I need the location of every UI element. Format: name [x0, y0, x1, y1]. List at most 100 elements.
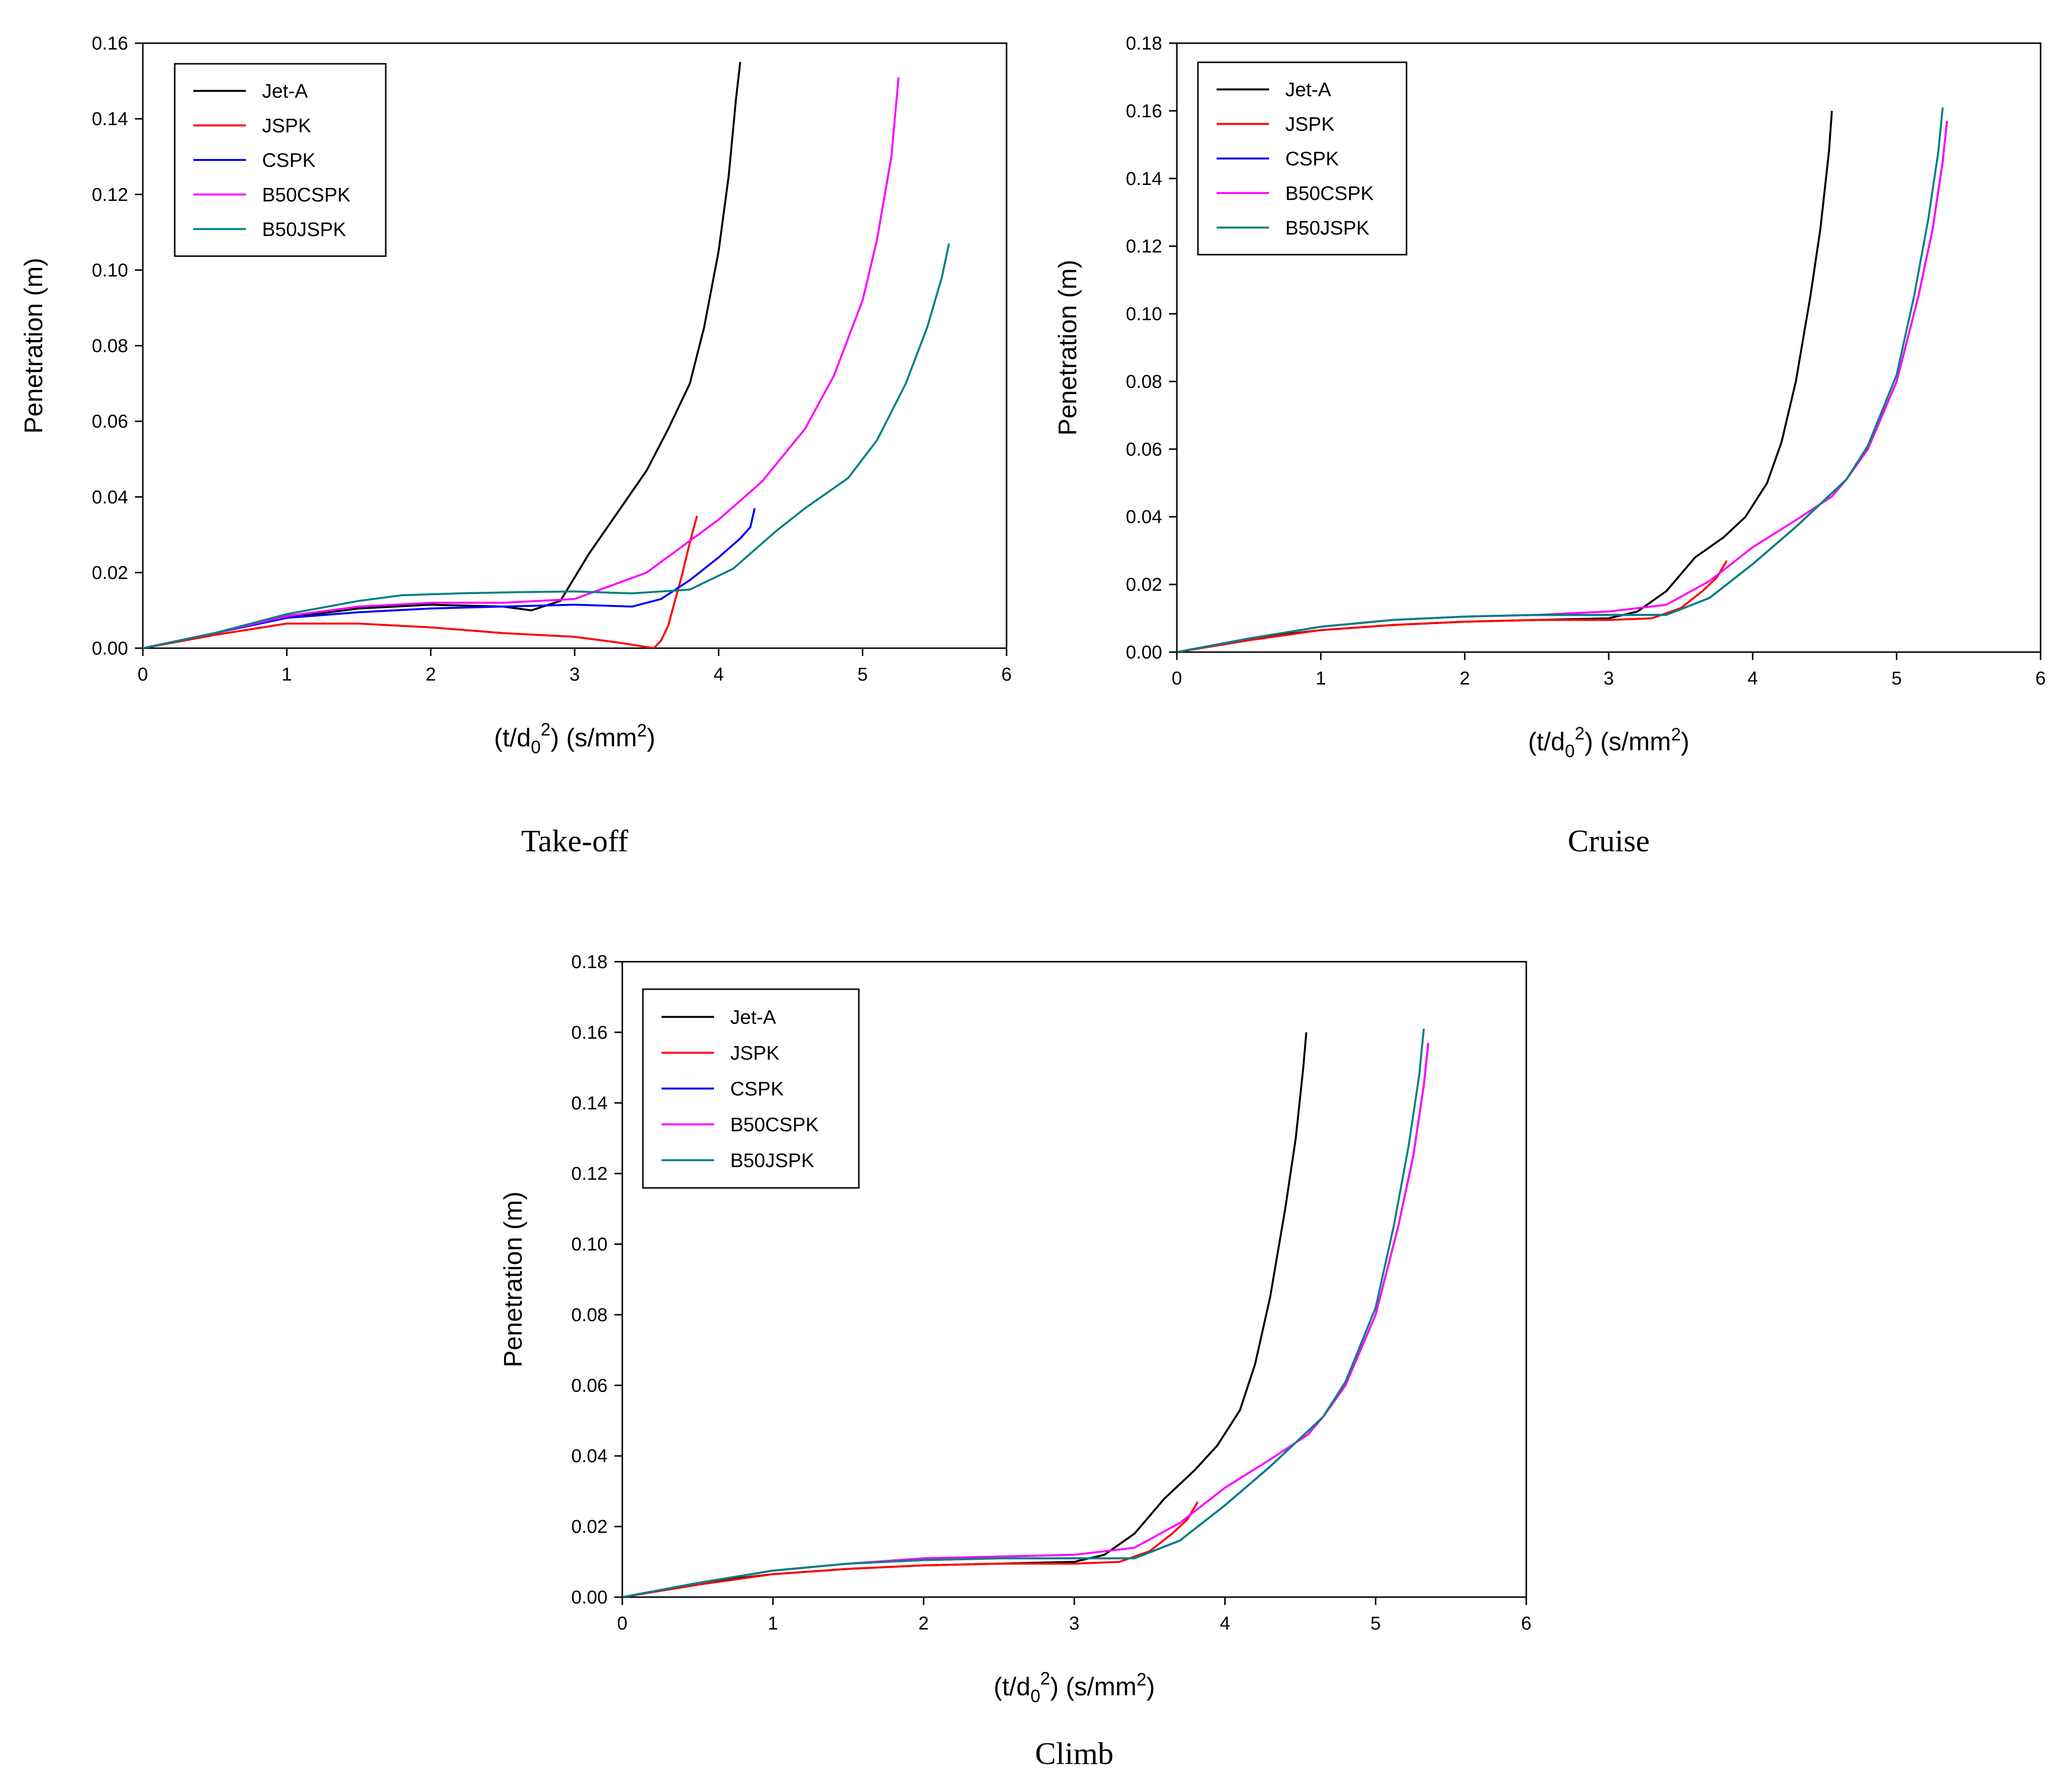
x-axis-title-part: 2	[1137, 1669, 1146, 1689]
x-axis-title: (t/d02) (s/mm2)	[1528, 723, 1690, 761]
y-tick-label: 0.04	[571, 1446, 608, 1467]
y-tick-label: 0.10	[571, 1235, 608, 1255]
chart-panel-climb: 0 1 2 3 4 5 6 0.00 0.02 0.04 0.06 0.08 0.10 0.12 0.14 0…	[499, 952, 1532, 1771]
chart-panel-cruise: 0 1 2 3 4 5 6 0.00 0.02 0.04 0.06 0.08 0.10 0.12 0.14 0…	[1054, 33, 2046, 858]
legend-label: JSPK	[730, 1043, 779, 1064]
x-axis-title-part: ) (s/mm	[1585, 728, 1671, 756]
x-axis-title-part: (t/d	[1528, 728, 1565, 756]
y-tick-label: 0.12	[1126, 237, 1162, 257]
y-tick-label: 0.02	[1126, 575, 1162, 595]
y-tick-label: 0.14	[571, 1093, 608, 1114]
y-tick-label: 0.06	[1126, 439, 1162, 460]
legend-label: B50CSPK	[262, 184, 350, 206]
y-tick-label: 0.08	[92, 336, 128, 357]
x-axis-title-part: 2	[1040, 1668, 1050, 1688]
x-tick-label: 4	[1748, 668, 1758, 689]
x-axis-title-part: ) (s/mm	[1050, 1673, 1137, 1701]
y-tick-label: 0.02	[571, 1517, 608, 1537]
y-tick-label: 0.00	[571, 1587, 608, 1608]
panel-caption: Cruise	[1567, 823, 1649, 858]
y-tick-label: 0.10	[1126, 304, 1162, 325]
x-axis-title-part: 2	[541, 719, 551, 739]
y-tick-label: 0.04	[92, 487, 128, 508]
y-axis-title: Penetration (m)	[499, 1191, 528, 1367]
y-axis-title: Penetration (m)	[20, 258, 48, 433]
y-tick-label: 0.16	[1126, 101, 1162, 122]
x-axis-title: (t/d02) (s/mm2)	[494, 719, 656, 757]
x-tick-label: 0	[137, 664, 148, 685]
legend-label: B50CSPK	[1285, 183, 1374, 204]
legend-label: JSPK	[262, 115, 311, 137]
x-axis-title-part: )	[647, 724, 655, 752]
x-tick-label: 5	[1891, 668, 1902, 689]
series-line-b50jspk	[143, 243, 950, 648]
series-line-b50cspk	[143, 77, 900, 648]
y-tick-label: 0.02	[92, 563, 128, 583]
x-axis-title-part: 0	[531, 737, 541, 757]
y-axis-title: Penetration (m)	[1054, 260, 1082, 435]
legend-label: Jet-A	[730, 1007, 776, 1028]
y-tick-label: 0.10	[92, 260, 128, 281]
x-axis-title-part: 2	[1671, 724, 1681, 744]
x-axis-title-part: 0	[1031, 1686, 1040, 1706]
y-tick-label: 0.08	[1126, 371, 1162, 392]
x-tick-label: 1	[282, 664, 292, 685]
y-tick-label: 0.04	[1126, 507, 1162, 527]
x-axis-title-part: 2	[1575, 723, 1585, 743]
series-line-b50jspk	[1177, 107, 1944, 652]
y-tick-label: 0.16	[92, 33, 128, 54]
y-tick-label: 0.00	[1126, 642, 1162, 663]
x-tick-label: 5	[857, 664, 868, 685]
chart-panel-take-off: 0 1 2 3 4 5 6 0.00 0.02 0.04 0.06 0.08 0.10 0.12 0.14 0…	[20, 33, 1012, 858]
x-axis-title-part: ) (s/mm	[551, 724, 637, 752]
y-tick-label: 0.18	[1126, 33, 1162, 54]
series-line-jet-a	[143, 62, 742, 648]
x-axis-title-part: (t/d	[494, 724, 531, 752]
panel-caption: Climb	[1035, 1736, 1114, 1771]
x-tick-label: 2	[425, 664, 436, 685]
y-tick-label: 0.12	[92, 184, 128, 205]
legend-label: CSPK	[1285, 148, 1339, 170]
legend-label: B50JSPK	[730, 1150, 815, 1172]
x-tick-label: 3	[569, 664, 580, 685]
legend-label: CSPK	[730, 1078, 784, 1100]
series-line-b50jspk	[622, 1028, 1425, 1597]
y-tick-label: 0.14	[1126, 169, 1162, 189]
x-tick-label: 2	[918, 1613, 929, 1634]
y-tick-label: 0.00	[92, 638, 128, 659]
x-tick-label: 2	[1460, 668, 1470, 689]
x-axis-title-part: 0	[1565, 741, 1575, 761]
y-tick-label: 0.08	[571, 1305, 608, 1325]
x-tick-label: 6	[1001, 664, 1011, 685]
legend-label: Jet-A	[1285, 79, 1331, 101]
panel-caption: Take-off	[521, 823, 629, 858]
x-tick-label: 6	[1521, 1613, 1531, 1634]
y-tick-label: 0.18	[571, 952, 608, 973]
x-axis-title-part: 2	[637, 720, 647, 740]
x-tick-label: 6	[2035, 668, 2045, 689]
x-tick-label: 3	[1069, 1613, 1079, 1634]
x-tick-label: 5	[1370, 1613, 1381, 1634]
x-tick-label: 1	[768, 1613, 778, 1634]
x-axis-title-part: )	[1146, 1673, 1155, 1701]
y-tick-label: 0.06	[571, 1375, 608, 1396]
legend-label: B50CSPK	[730, 1114, 819, 1136]
series-line-jspk	[622, 1501, 1199, 1597]
x-axis-title-part: )	[1681, 728, 1689, 756]
legend-label: B50JSPK	[1285, 217, 1370, 239]
x-tick-label: 0	[1171, 668, 1182, 689]
x-tick-label: 3	[1603, 668, 1614, 689]
x-tick-label: 4	[1220, 1613, 1230, 1634]
y-tick-label: 0.12	[571, 1164, 608, 1184]
legend-label: CSPK	[262, 150, 316, 171]
x-axis-title-part: (t/d	[994, 1673, 1031, 1701]
y-tick-label: 0.16	[571, 1023, 608, 1043]
legend-label: JSPK	[1285, 114, 1334, 135]
y-tick-label: 0.14	[92, 109, 128, 130]
legend-label: Jet-A	[262, 80, 308, 102]
series-line-cspk	[143, 508, 756, 648]
y-tick-label: 0.06	[92, 412, 128, 432]
x-axis-title: (t/d02) (s/mm2)	[994, 1668, 1155, 1706]
